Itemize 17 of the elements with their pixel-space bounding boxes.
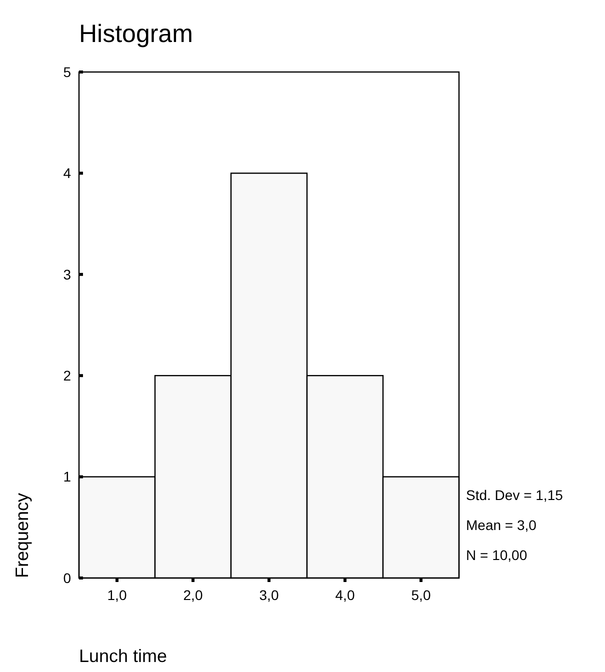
x-tick-label: 4,0 <box>335 587 355 603</box>
x-axis-title: Lunch time <box>79 646 168 666</box>
x-tick-label: 5,0 <box>411 587 431 603</box>
y-axis-title: Frequency <box>12 492 32 578</box>
y-tick-label: 5 <box>63 64 72 80</box>
y-tick-label: 4 <box>63 165 72 182</box>
text: Mean = 3,0 <box>466 517 537 533</box>
chart-title: Histogram <box>79 20 193 48</box>
x-tick-label: 3,0 <box>259 587 279 603</box>
text: N = 10,00 <box>466 547 528 563</box>
x-tick-label: 1,0 <box>107 587 127 603</box>
y-tick-label: 1 <box>63 468 72 485</box>
text: Std. Dev = 1,15 <box>466 487 564 503</box>
y-tick-label: 2 <box>63 368 72 384</box>
y-tick-label: 0 <box>63 570 72 586</box>
y-tick-label: 3 <box>63 266 72 282</box>
x-tick-label: 2,0 <box>183 587 203 603</box>
